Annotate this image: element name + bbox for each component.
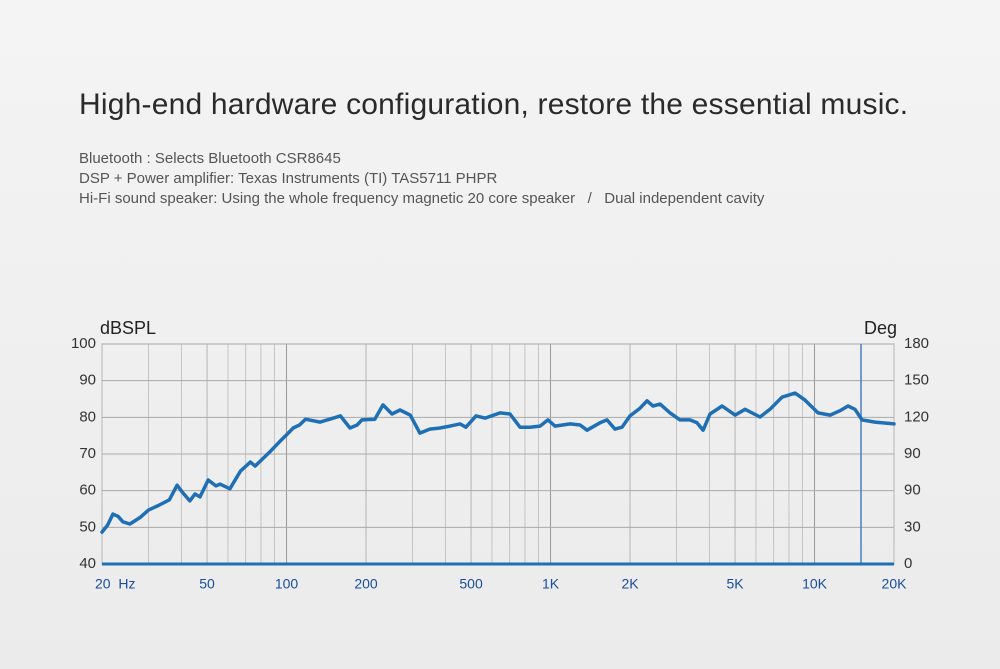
y-axis-label: dBSPL	[100, 318, 156, 338]
x-tick-label: 5K	[726, 576, 744, 592]
y-tick-label: 60	[79, 482, 96, 499]
y2-tick-label: 90	[904, 482, 921, 499]
spec-line: DSP + Power amplifier: Texas Instruments…	[79, 170, 498, 187]
x-tick-label: 1K	[542, 576, 560, 592]
title: High-end hardware configuration, restore…	[79, 88, 909, 121]
x-tick-label: 50	[199, 576, 215, 592]
x-tick-label: 2K	[621, 576, 639, 592]
x-tick-label: 500	[459, 576, 483, 592]
y2-tick-label: 120	[904, 408, 929, 425]
response-line	[100, 391, 896, 534]
spec-line: Bluetooth : Selects Bluetooth CSR8645	[79, 150, 341, 167]
y-tick-label: 50	[79, 518, 96, 535]
y-tick-label: 70	[79, 445, 96, 462]
y-tick-label: 90	[79, 372, 96, 389]
y2-tick-label: 150	[904, 372, 929, 389]
y-tick-label: 80	[79, 408, 96, 425]
x-tick-label: 20K	[882, 576, 908, 592]
x-tick-label: 10K	[802, 576, 828, 592]
y2-axis-label: Deg	[864, 318, 897, 338]
x-tick-label: 20 Hz	[95, 576, 135, 592]
x-tick-label: 100	[275, 576, 299, 592]
y2-tick-label: 0	[904, 555, 912, 572]
spec-line: Hi-Fi sound speaker: Using the whole fre…	[79, 190, 765, 207]
y2-tick-label: 90	[904, 445, 921, 462]
y2-tick-label: 30	[904, 518, 921, 535]
x-tick-label: 200	[354, 576, 378, 592]
y-tick-label: 40	[79, 555, 96, 572]
y-tick-label: 100	[71, 335, 96, 352]
y2-tick-label: 180	[904, 335, 929, 352]
